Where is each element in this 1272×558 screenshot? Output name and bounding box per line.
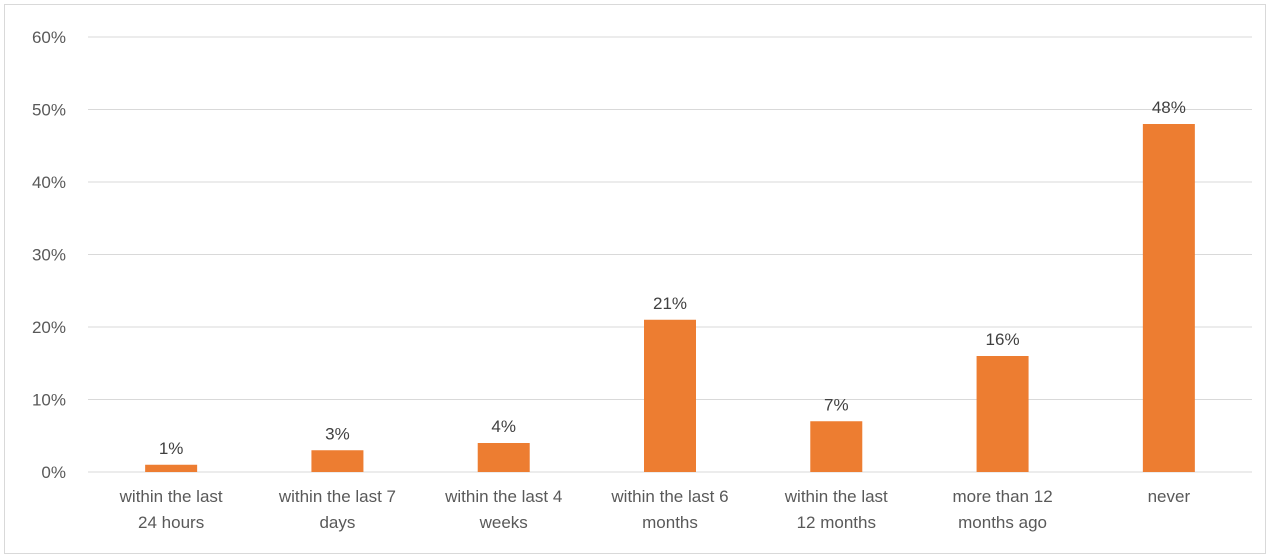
category-label-line: within the last (119, 487, 223, 506)
bar (477, 443, 530, 472)
data-label: 16% (986, 330, 1020, 349)
y-tick-label: 20% (32, 318, 66, 337)
category-label: within the last 6 months (610, 487, 728, 532)
category-label-line: within the last 6 (610, 487, 728, 506)
y-tick-label: 40% (32, 173, 66, 192)
data-label: 7% (824, 395, 849, 414)
y-tick-label: 30% (32, 246, 66, 265)
y-tick-label: 0% (41, 463, 66, 482)
y-tick-label: 50% (32, 101, 66, 120)
category-label: within the last 7 days (278, 487, 396, 532)
category-label-line: months ago (958, 513, 1047, 532)
data-label: 21% (653, 294, 687, 313)
category-label-line: 24 hours (138, 513, 204, 532)
data-label: 1% (159, 439, 184, 458)
data-label: 3% (325, 424, 350, 443)
y-tick-label: 10% (32, 391, 66, 410)
bar (311, 450, 364, 472)
category-label-line: more than 12 (952, 487, 1052, 506)
category-label: more than 12 months ago (952, 487, 1052, 532)
y-tick-label: 60% (32, 28, 66, 47)
data-label: 48% (1152, 98, 1186, 117)
chart-frame (4, 4, 1266, 554)
bar (644, 319, 696, 472)
category-label-line: within the last 7 (278, 487, 396, 506)
category-label-line: never (1148, 487, 1191, 506)
data-label: 4% (491, 417, 516, 436)
category-label-line: within the last 4 (444, 487, 562, 506)
category-label-line: within the last (784, 487, 888, 506)
category-label-line: months (642, 513, 698, 532)
category-label-line: days (319, 513, 355, 532)
category-label: within the last 12 months (784, 487, 888, 532)
category-label: never (1148, 487, 1191, 506)
category-label: within the last 24 hours (119, 487, 223, 532)
bar (145, 464, 198, 472)
bar (976, 356, 1029, 472)
category-label-line: 12 months (797, 513, 876, 532)
category-label: within the last 4 weeks (444, 487, 562, 532)
bar (1142, 124, 1195, 472)
category-label-line: weeks (479, 513, 528, 532)
bar (810, 421, 863, 472)
